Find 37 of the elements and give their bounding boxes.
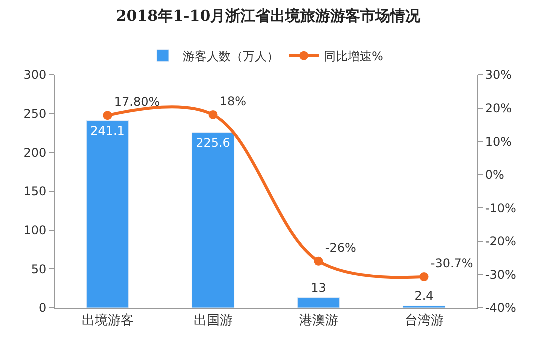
data-label: 241.1 [90,124,125,138]
point [103,111,112,120]
y-tick-label: 150 [24,184,47,199]
y2-tick-label: -10% [485,201,516,216]
data-label: 225.6 [196,136,230,150]
y-tick-label: 0 [38,301,47,316]
x-tick-label: 出国游 [194,314,233,329]
bar [192,132,235,308]
y2-tick-label: -30% [485,268,516,282]
y2-tick-label: -20% [485,234,516,249]
bar [297,298,340,308]
bar [86,120,130,308]
data-label: -26% [325,240,356,255]
data-label: 13 [311,280,326,295]
x-tick-label: 出境游客 [82,312,134,329]
data-label: 17.80% [114,94,160,109]
y2-tick-label: 0% [485,168,504,182]
data-label: 18% [220,94,247,108]
y2-tick-label: 20% [485,101,512,116]
x-tick-label: 台湾游 [404,312,444,329]
y2-tick-label: 30% [485,68,512,82]
y2-tick-label: 10% [485,134,512,149]
y-tick-label: 100 [24,224,47,238]
data-label: -30.7% [430,256,474,270]
y-tick-label: 300 [24,68,47,82]
y-tick-label: 200 [24,146,47,160]
point [420,272,429,282]
legend-label: 同比增速% [324,50,384,64]
x-tick-label: 港澳游 [299,314,338,329]
point [208,110,218,120]
data-label: 2.4 [414,289,434,304]
point [314,256,324,266]
legend-label: 游客人数（万人） [183,50,279,64]
y2-tick-label: -40% [485,301,516,316]
y-tick-label: 250 [24,107,47,122]
chart-title: 2018年1-10月浙江省出境旅游游客市场情况 [116,7,422,26]
y-tick-label: 50 [31,262,47,276]
